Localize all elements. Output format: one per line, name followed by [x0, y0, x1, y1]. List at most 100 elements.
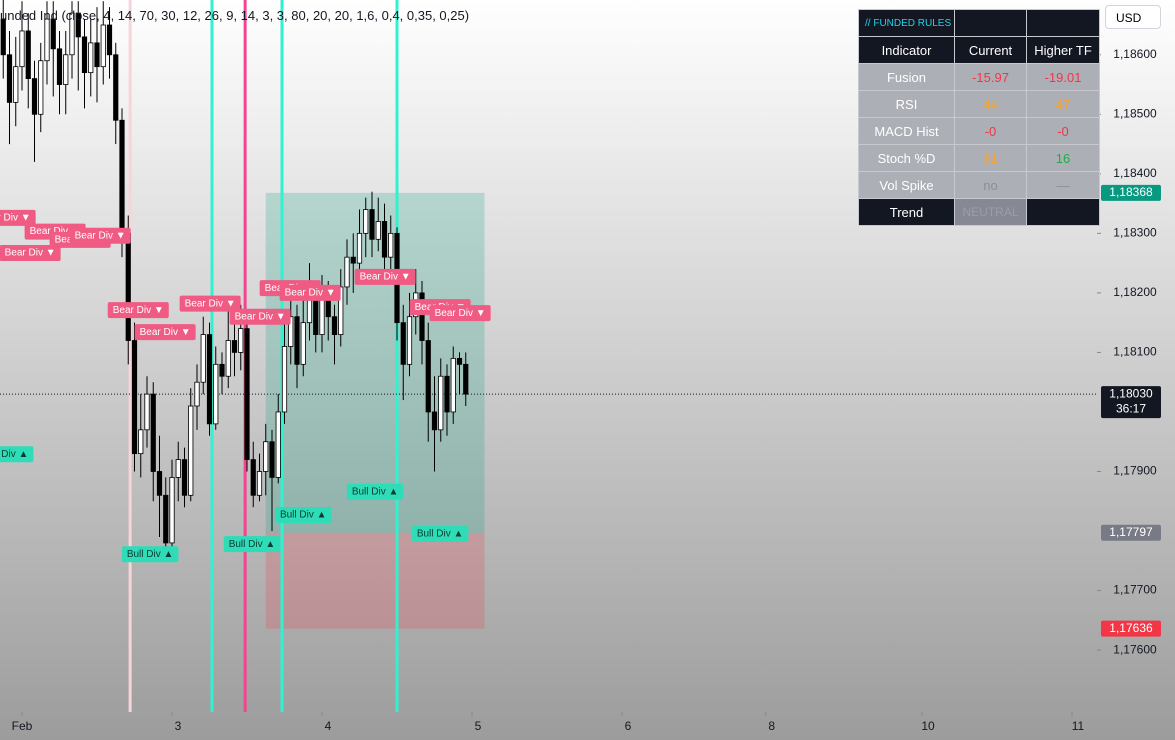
candle-body	[88, 42, 94, 74]
candle-body	[219, 363, 225, 377]
x-tick-label: 3	[175, 719, 182, 733]
candle-body	[225, 340, 231, 377]
price-badge-label: 1,18030	[1109, 386, 1153, 400]
candle-body	[100, 24, 106, 68]
panel-cell: Vol Spike	[858, 171, 955, 199]
funded-rules-panel: // FUNDED RULES Indicator Current Higher TF…	[858, 9, 1100, 226]
label-box	[0, 245, 61, 262]
candle-body	[194, 381, 200, 407]
candle-body	[363, 209, 369, 234]
candle-body	[300, 322, 306, 365]
panel-cell: no	[954, 171, 1027, 199]
countdown: 36:17	[1116, 401, 1146, 415]
price-badge	[1101, 620, 1161, 637]
candle-body	[275, 411, 281, 478]
label-text: Bear Div ▼	[235, 311, 286, 322]
candle-body	[44, 18, 50, 62]
candle-body	[450, 357, 456, 413]
bull-div-label: Bull Div ▲	[411, 526, 469, 542]
label-text: Bear Div ▼	[140, 327, 191, 338]
candle-body	[369, 209, 375, 240]
panel-cell: Indicator	[858, 36, 955, 64]
bear-div-label: Bear Div ▼	[354, 268, 416, 285]
panel-row: RSI 44 47	[858, 90, 1100, 118]
label-text: Bear Div ▼	[5, 248, 56, 259]
currency-button[interactable]: USD	[1105, 5, 1161, 29]
price-badge	[1101, 524, 1161, 541]
candle-body	[425, 340, 431, 413]
candle-body	[431, 411, 438, 431]
candle-body	[263, 441, 269, 472]
candle-body	[56, 48, 63, 85]
label-box	[223, 536, 281, 553]
price-badge-label: 1,17797	[1109, 525, 1153, 539]
panel-cell: RSI	[858, 90, 955, 118]
label-text: Bear Div ▼	[113, 305, 164, 316]
candle-body	[269, 441, 275, 478]
candle-body	[50, 18, 56, 50]
bear-div-label: Bear Div ▼	[429, 305, 491, 322]
candle-body	[438, 375, 444, 431]
label-box	[274, 506, 332, 523]
candle-body	[238, 328, 244, 353]
y-tick-label: 1,18100	[1113, 345, 1157, 359]
label-box	[179, 295, 241, 312]
panel-cell: 47	[1026, 90, 1100, 118]
candle-body	[119, 119, 125, 234]
candle-body	[75, 12, 81, 38]
bull-div-label: Bull Div ▲	[0, 446, 34, 463]
x-tick-label: Feb	[12, 719, 33, 733]
candle-body	[350, 256, 356, 264]
indicator-legend: unded Ind (close, 4, 14, 70, 30, 12, 26,…	[0, 8, 470, 23]
label-text: Bear Div ▼	[285, 288, 336, 299]
candle-body	[244, 328, 250, 460]
candle-body	[63, 54, 69, 85]
panel-cell: NEUTRAL	[954, 198, 1027, 226]
candle-body	[38, 60, 44, 115]
candle-body	[150, 393, 156, 472]
candle-body	[213, 363, 219, 425]
y-tick-label: 1,18300	[1113, 226, 1157, 240]
candle-body	[381, 221, 388, 258]
panel-cell: // FUNDED RULES	[858, 9, 955, 37]
panel-row: // FUNDED RULES	[858, 9, 1100, 37]
candle-body	[250, 459, 256, 496]
panel-cell: MACD Hist	[858, 117, 955, 145]
label-text: Bull Div ▲	[352, 486, 399, 497]
label-box	[279, 284, 341, 301]
candle-body	[388, 232, 394, 258]
x-tick-label: 4	[325, 719, 332, 733]
panel-row: Indicator Current Higher TF	[858, 36, 1100, 64]
y-tick-label: 1,18600	[1113, 47, 1157, 61]
candle-body	[288, 316, 294, 347]
x-tick-label: 11	[1072, 719, 1085, 733]
panel-row: Stoch %D 31 16	[858, 144, 1100, 172]
candle-body	[319, 298, 325, 335]
label-text: Bear Div ▼	[435, 308, 486, 319]
label-box	[429, 305, 491, 322]
label-box	[411, 526, 469, 542]
label-text: Bear Div ▼	[0, 213, 31, 224]
candle-body	[138, 429, 144, 455]
candle-body	[81, 36, 88, 74]
candle-body	[131, 340, 138, 455]
panel-cell	[1026, 9, 1100, 37]
candle-body	[175, 459, 181, 478]
candle-body	[106, 24, 113, 56]
bear-div-label: Bear Div ▼	[134, 324, 196, 341]
bull-div-label: Bull Div ▲	[346, 483, 404, 500]
y-tick-label: 1,18200	[1113, 285, 1157, 299]
candle-body	[456, 357, 463, 365]
label-box	[0, 209, 36, 226]
candle-body	[163, 494, 169, 544]
label-text: Bull Div ▲	[229, 539, 276, 550]
candle-body	[294, 316, 300, 365]
position-loss	[265, 532, 485, 629]
candle-body	[406, 316, 413, 365]
panel-cell: Current	[954, 36, 1027, 64]
x-tick-label: 6	[625, 719, 632, 733]
panel-row: Trend NEUTRAL	[858, 198, 1100, 226]
price-badge-label: 1,18368	[1109, 185, 1153, 199]
candle-body	[325, 298, 331, 318]
